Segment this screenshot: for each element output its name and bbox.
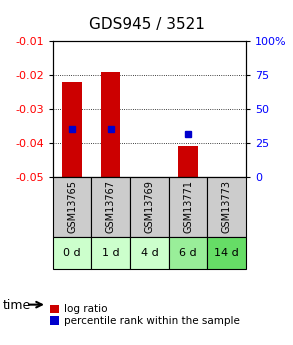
FancyBboxPatch shape	[91, 237, 130, 269]
Text: 14 d: 14 d	[214, 248, 239, 258]
Text: 4 d: 4 d	[141, 248, 158, 258]
Text: percentile rank within the sample: percentile rank within the sample	[64, 316, 240, 326]
FancyBboxPatch shape	[130, 177, 169, 237]
Text: GSM13765: GSM13765	[67, 180, 77, 233]
Text: GSM13769: GSM13769	[144, 180, 154, 233]
Bar	[50, 316, 59, 325]
Bar	[178, 146, 198, 177]
Text: GSM13773: GSM13773	[222, 180, 232, 233]
Bar	[62, 82, 82, 177]
Text: GSM13767: GSM13767	[106, 180, 116, 233]
Text: log ratio: log ratio	[64, 304, 108, 314]
FancyBboxPatch shape	[169, 237, 207, 269]
FancyBboxPatch shape	[130, 237, 169, 269]
Text: 0 d: 0 d	[63, 248, 81, 258]
Bar	[50, 305, 59, 313]
Text: 6 d: 6 d	[179, 248, 197, 258]
Text: GSM13771: GSM13771	[183, 180, 193, 233]
Bar	[101, 72, 120, 177]
FancyBboxPatch shape	[207, 177, 246, 237]
FancyBboxPatch shape	[53, 177, 91, 237]
FancyBboxPatch shape	[91, 177, 130, 237]
Text: GDS945 / 3521: GDS945 / 3521	[88, 17, 205, 32]
Text: 1 d: 1 d	[102, 248, 120, 258]
Text: time: time	[3, 299, 31, 312]
FancyBboxPatch shape	[207, 237, 246, 269]
FancyBboxPatch shape	[53, 237, 91, 269]
FancyBboxPatch shape	[169, 177, 207, 237]
